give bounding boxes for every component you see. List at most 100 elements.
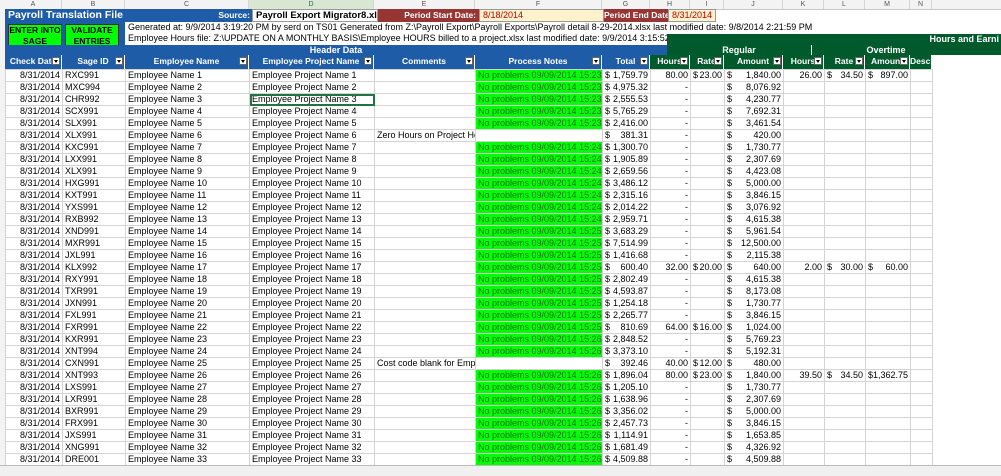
cell-rate[interactable]: $23.00 xyxy=(690,69,725,82)
cell-amt[interactable]: $5,000.00 xyxy=(724,405,784,418)
cell-amt[interactable]: $8,173.08 xyxy=(724,285,784,298)
cell-rate[interactable] xyxy=(690,81,725,94)
cell-orate[interactable]: $34.50 xyxy=(824,69,866,82)
cell-id[interactable]: XNG991 xyxy=(62,441,126,454)
cell-descri[interactable] xyxy=(910,369,933,382)
table-row[interactable]: 8/31/2014 KLX992 Employee Name 17 Employee … xyxy=(5,261,933,274)
cell-h[interactable]: - xyxy=(650,213,691,226)
cell-orate[interactable] xyxy=(824,297,866,310)
cell-date[interactable]: 8/31/2014 xyxy=(5,225,63,238)
cell-id[interactable]: YXS991 xyxy=(62,201,126,214)
cell-total[interactable]: $4,975.32 xyxy=(602,81,651,94)
cell-h[interactable]: - xyxy=(650,441,691,454)
cell-oamt[interactable] xyxy=(865,417,911,430)
cell-oh[interactable] xyxy=(783,141,825,154)
cell-descri[interactable] xyxy=(910,453,933,466)
cell-rate[interactable]: $12.00 xyxy=(690,357,725,370)
cell-name[interactable]: Employee Name 3 xyxy=(125,93,250,106)
cell-descri[interactable] xyxy=(910,249,933,262)
cell-h[interactable]: - xyxy=(650,453,691,466)
cell-name[interactable]: Employee Name 32 xyxy=(125,441,250,454)
cell-amt[interactable]: $12,500.00 xyxy=(724,237,784,250)
cell-rate[interactable] xyxy=(690,237,725,250)
cell-comment[interactable] xyxy=(374,297,476,310)
cell-total[interactable]: $4,593.87 xyxy=(602,285,651,298)
cell-oamt[interactable] xyxy=(865,393,911,406)
cell-comment[interactable] xyxy=(374,333,476,346)
cell-orate[interactable] xyxy=(824,393,866,406)
cell-orate[interactable] xyxy=(824,381,866,394)
cell-orate[interactable] xyxy=(824,225,866,238)
cell-date[interactable]: 8/31/2014 xyxy=(5,285,63,298)
cell-amt[interactable]: $5,192.31 xyxy=(724,345,784,358)
table-row[interactable]: 8/31/2014 FXR991 Employee Name 22 Employee … xyxy=(5,321,933,334)
cell-name[interactable]: Employee Name 2 xyxy=(125,81,250,94)
cell-id[interactable]: RXY991 xyxy=(62,273,126,286)
cell-project[interactable]: Employee Project Name 14 xyxy=(249,225,375,238)
cell-comment[interactable] xyxy=(374,345,476,358)
cell-date[interactable]: 8/31/2014 xyxy=(5,177,63,190)
filter-dropdown-icon[interactable] xyxy=(465,57,473,65)
cell-oamt[interactable]: $897.00 xyxy=(865,69,911,82)
cell-id[interactable]: JXN991 xyxy=(62,297,126,310)
cell-descri[interactable] xyxy=(910,189,933,202)
cell-project[interactable]: Employee Project Name 33 xyxy=(249,453,375,466)
cell-descri[interactable] xyxy=(910,441,933,454)
cell-oh[interactable]: 26.00 xyxy=(783,69,825,82)
cell-oamt[interactable] xyxy=(865,141,911,154)
cell-date[interactable]: 8/31/2014 xyxy=(5,249,63,262)
filter-dropdown-icon[interactable] xyxy=(855,57,863,65)
cell-descri[interactable] xyxy=(910,333,933,346)
cell-rate[interactable] xyxy=(690,153,725,166)
cell-h[interactable]: 80.00 xyxy=(650,369,691,382)
cell-project[interactable]: Employee Project Name 24 xyxy=(249,345,375,358)
cell-rate[interactable] xyxy=(690,453,725,466)
cell-oamt[interactable] xyxy=(865,309,911,322)
cell-oh[interactable] xyxy=(783,333,825,346)
cell-project[interactable]: Employee Project Name 12 xyxy=(249,201,375,214)
column-header[interactable]: Sage ID xyxy=(62,55,125,69)
cell-orate[interactable] xyxy=(824,357,866,370)
cell-total[interactable]: $1,300.70 xyxy=(602,141,651,154)
cell-orate[interactable] xyxy=(824,453,866,466)
cell-h[interactable]: 32.00 xyxy=(650,261,691,274)
cell-comment[interactable] xyxy=(374,369,476,382)
filter-dropdown-icon[interactable] xyxy=(714,57,722,65)
cell-descri[interactable] xyxy=(910,177,933,190)
cell-id[interactable]: XLX991 xyxy=(62,165,126,178)
cell-total[interactable]: $1,896.04 xyxy=(602,369,651,382)
cell-h[interactable]: 40.00 xyxy=(650,357,691,370)
cell-amt[interactable]: $5,961.54 xyxy=(724,225,784,238)
cell-note[interactable]: No problems 09/09/2014 15:26 xyxy=(475,369,603,382)
cell-rate[interactable] xyxy=(690,297,725,310)
cell-date[interactable]: 8/31/2014 xyxy=(5,165,63,178)
cell-note[interactable]: No problems 09/09/2014 15:24 xyxy=(475,153,603,166)
cell-total[interactable]: $2,659.56 xyxy=(602,165,651,178)
cell-date[interactable]: 8/31/2014 xyxy=(5,273,63,286)
cell-orate[interactable] xyxy=(824,117,866,130)
cell-name[interactable]: Employee Name 18 xyxy=(125,273,250,286)
cell-comment[interactable] xyxy=(374,81,476,94)
cell-total[interactable]: $600.40 xyxy=(602,261,651,274)
cell-oamt[interactable] xyxy=(865,105,911,118)
cell-orate[interactable] xyxy=(824,345,866,358)
cell-amt[interactable]: $3,846.15 xyxy=(724,417,784,430)
cell-orate[interactable] xyxy=(824,189,866,202)
cell-date[interactable]: 8/31/2014 xyxy=(5,345,63,358)
cell-oamt[interactable] xyxy=(865,129,911,142)
cell-note[interactable]: No problems 09/09/2014 15:26 xyxy=(475,333,603,346)
cell-oh[interactable] xyxy=(783,453,825,466)
cell-descri[interactable] xyxy=(910,141,933,154)
table-row[interactable]: 8/31/2014 FXL991 Employee Name 21 Employee … xyxy=(5,309,933,322)
cell-orate[interactable] xyxy=(824,285,866,298)
cell-oamt[interactable] xyxy=(865,345,911,358)
cell-h[interactable]: - xyxy=(650,153,691,166)
cell-oh[interactable] xyxy=(783,81,825,94)
cell-comment[interactable] xyxy=(374,201,476,214)
cell-h[interactable]: 80.00 xyxy=(650,69,691,82)
table-row[interactable]: 8/31/2014 JXN991 Employee Name 20 Employee … xyxy=(5,297,933,310)
filter-dropdown-icon[interactable] xyxy=(115,57,123,65)
table-row[interactable]: 8/31/2014 TXR991 Employee Name 19 Employee … xyxy=(5,285,933,298)
cell-descri[interactable] xyxy=(910,321,933,334)
cell-project[interactable]: Employee Project Name 11 xyxy=(249,189,375,202)
